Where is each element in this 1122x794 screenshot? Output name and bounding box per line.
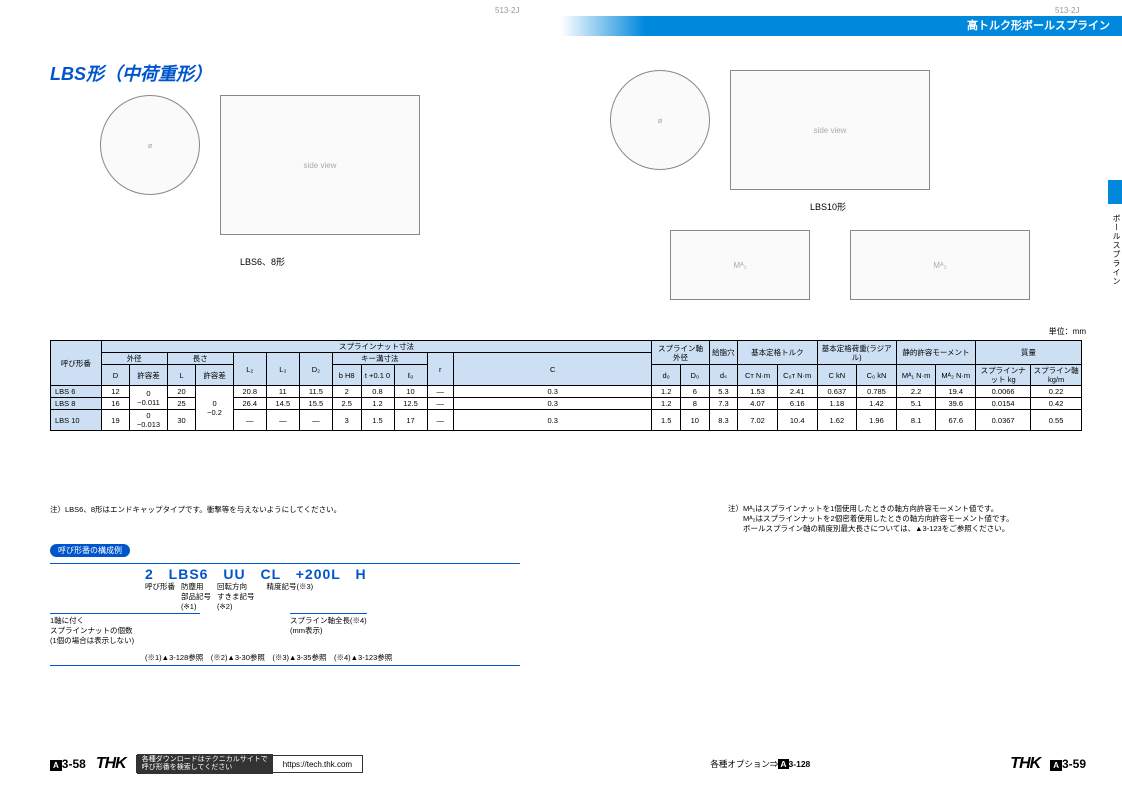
table-note-right: 注）Mᴬ₁はスプラインナットを1個使用したときの軸方向許容モーメント値です。 M… — [728, 504, 1014, 534]
th-key-dim: キー溝寸法 — [332, 353, 427, 365]
th-l0: ℓ₀ — [394, 365, 427, 386]
th-model: 呼び形番 — [51, 341, 102, 386]
th-nut-dim: スプラインナット寸法 — [101, 341, 652, 353]
section-banner: 高トルク形ボールスプライン — [561, 16, 1122, 36]
th-D2: D₂ — [299, 353, 332, 386]
th-CT: Cᴛ N·m — [738, 365, 778, 386]
config-label-1: 呼び形番 — [145, 582, 181, 611]
unit-label: 単位：mm — [1049, 326, 1086, 337]
th-L3: L₃ — [266, 353, 299, 386]
th-rated-torque: 基本定格トルク — [738, 341, 817, 365]
th-Ltol: 許容差 — [196, 365, 233, 386]
side-tab-label: ボールスプライン — [1108, 214, 1122, 286]
config-label-right: スプライン軸全長(※4) (mm表示) — [290, 613, 367, 645]
config-label-left: 1軸に付く スプラインナットの個数 (1個の場合は表示しない) — [50, 613, 200, 645]
side-tab-marker — [1108, 180, 1122, 204]
th-C: C — [453, 353, 651, 386]
th-outer-dia: 外径 — [101, 353, 167, 365]
th-Dtol: 許容差 — [130, 365, 167, 386]
th-mass-nut: スプラインナット kg — [976, 365, 1031, 386]
page-footer: A3-58 THK 各種ダウンロードはテクニカルサイトで 呼び形番を検索してくだ… — [50, 752, 1086, 776]
config-code: 2 LBS6 UU CL +200L H — [145, 566, 520, 582]
page-num-left: A3-58 — [50, 757, 86, 771]
th-mass: 質量 — [976, 341, 1082, 365]
th-C0k: C₀ kN — [857, 365, 897, 386]
thk-logo-right: THK — [1010, 755, 1040, 773]
config-label-4: 精度記号(※3) — [267, 582, 320, 611]
options-link: 各種オプション⇒A3-128 — [710, 758, 810, 770]
th-D: D — [101, 365, 130, 386]
th-MA2: Mᴬ₂ N·m — [936, 365, 976, 386]
th-oil-hole: 給脂穴 — [709, 341, 738, 365]
tech-site-link[interactable]: 各種ダウンロードはテクニカルサイトで 呼び形番を検索してください https:/… — [136, 755, 363, 773]
diagram-caption-left: LBS6、8形 — [240, 255, 285, 268]
table-row: LBS 6120 −0.011200 −0.220.81111.520.810—… — [51, 386, 1082, 398]
th-length: 長さ — [167, 353, 233, 365]
diagram-lbs10-side-view: side view — [730, 70, 930, 190]
th-C0T: C₀ᴛ N·m — [777, 365, 817, 386]
th-rated-load: 基本定格荷重(ラジアル) — [817, 341, 896, 365]
diagram-ma1: Mᴬ₁ — [670, 230, 810, 300]
diagram-caption-right: LBS10形 — [810, 200, 846, 213]
th-shaft-outer: スプライン軸外径 — [652, 341, 709, 365]
th-d0: d₀ — [652, 365, 681, 386]
tech-site-text: 各種ダウンロードはテクニカルサイトで 呼び形番を検索してください — [137, 754, 273, 773]
spec-table: 呼び形番 スプラインナット寸法 スプライン軸外径 給脂穴 基本定格トルク 基本定… — [50, 340, 1082, 431]
config-label-2: 防塵用 部品記号 (※1) — [181, 582, 217, 611]
doc-code-left: 513-2J — [495, 6, 519, 15]
diagram-ma2: Mᴬ₂ — [850, 230, 1030, 300]
th-L: L — [167, 365, 196, 386]
table-note-left: 注）LBS6、8形はエンドキャップタイプです。衝撃等を与えないようにしてください… — [50, 504, 341, 515]
model-number-config: 呼び形番の構成例 2 LBS6 UU CL +200L H 呼び形番 防塵用 部… — [50, 544, 520, 668]
config-header: 呼び形番の構成例 — [50, 544, 130, 557]
thk-logo-left: THK — [96, 755, 126, 773]
th-ds: dₛ — [709, 365, 738, 386]
diagram-lbs10-cross-section: ⌀ — [610, 70, 710, 170]
th-MA1: Mᴬ₁ N·m — [896, 365, 936, 386]
config-label-3: 回転方向 すきま記号 (※2) — [217, 582, 261, 611]
th-Ck: C kN — [817, 365, 857, 386]
tech-site-url: https://tech.thk.com — [273, 760, 362, 769]
page-num-right: A3-59 — [1050, 757, 1086, 771]
th-t: t +0.1 0 — [361, 365, 394, 386]
th-D0: D₀ — [680, 365, 709, 386]
page-title: LBS形（中荷重形） — [50, 60, 212, 86]
diagram-lbs6-side-view: side view — [220, 95, 420, 235]
th-mass-shaft: スプライン軸 kg/m — [1031, 365, 1082, 386]
doc-code-right: 513-2J — [1055, 6, 1079, 15]
th-L2: L₂ — [233, 353, 266, 386]
th-static-moment: 静的許容モーメント — [896, 341, 975, 365]
diagram-lbs6-cross-section: ⌀ — [100, 95, 200, 195]
th-b: b H8 — [332, 365, 361, 386]
th-r: r — [427, 353, 453, 386]
config-refs: (※1)▲3-128参照 (※2)▲3-30参照 (※3)▲3-35参照 (※4… — [145, 652, 520, 663]
